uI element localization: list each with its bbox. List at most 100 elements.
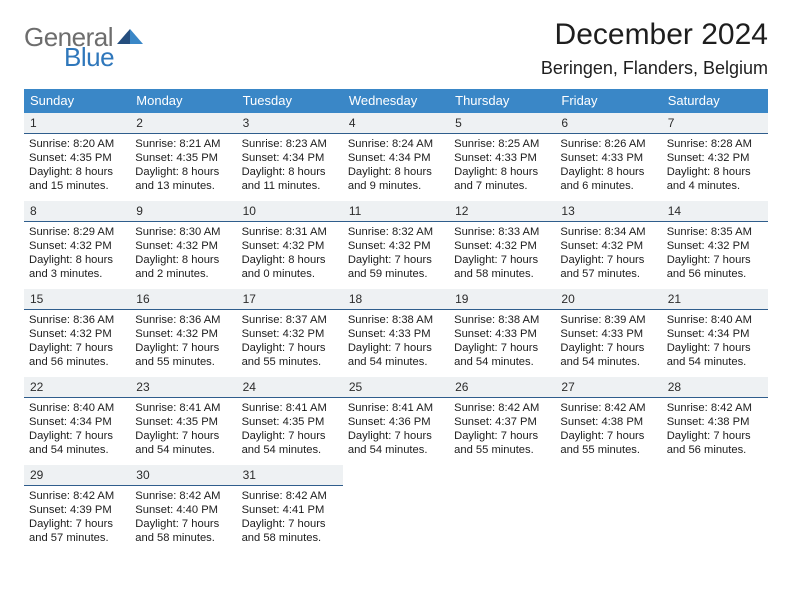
day-info-text: Sunrise: 8:36 AMSunset: 4:32 PMDaylight:… <box>135 313 231 369</box>
day-info-text: Sunrise: 8:42 AMSunset: 4:38 PMDaylight:… <box>560 401 656 457</box>
day-number-row: 25 <box>343 377 449 398</box>
day-info: Sunrise: 8:42 AMSunset: 4:40 PMDaylight:… <box>130 486 236 553</box>
day-info: Sunrise: 8:38 AMSunset: 4:33 PMDaylight:… <box>343 310 449 377</box>
day-number-row: 24 <box>237 377 343 398</box>
day-cell: 16Sunrise: 8:36 AMSunset: 4:32 PMDayligh… <box>130 289 236 377</box>
day-number-row: 4 <box>343 113 449 134</box>
day-number: 6 <box>555 113 661 133</box>
day-info-text: Sunrise: 8:42 AMSunset: 4:41 PMDaylight:… <box>242 489 338 545</box>
day-number: 27 <box>555 377 661 397</box>
day-number-row: 10 <box>237 201 343 222</box>
day-cell <box>449 465 555 553</box>
page: General Blue December 2024 Beringen, Fla… <box>0 0 792 553</box>
day-number: 25 <box>343 377 449 397</box>
day-number: 4 <box>343 113 449 133</box>
day-info-text: Sunrise: 8:29 AMSunset: 4:32 PMDaylight:… <box>29 225 125 281</box>
day-cell: 17 Sunrise: 8:37 AMSunset: 4:32 PMDayligh… <box>237 289 343 377</box>
weekday-header: Thursday <box>449 89 555 113</box>
day-info: Sunrise: 8:41 AMSunset: 4:36 PMDaylight:… <box>343 398 449 465</box>
day-info-text: Sunrise: 8:40 AMSunset: 4:34 PMDaylight:… <box>29 401 125 457</box>
calendar-head: SundayMondayTuesdayWednesdayThursdayFrid… <box>24 89 768 113</box>
day-number: 18 <box>343 289 449 309</box>
day-cell: 25Sunrise: 8:41 AMSunset: 4:36 PMDayligh… <box>343 377 449 465</box>
calendar-table: SundayMondayTuesdayWednesdayThursdayFrid… <box>24 89 768 553</box>
day-info-text: Sunrise: 8:42 AMSunset: 4:37 PMDaylight:… <box>454 401 550 457</box>
day-info-text: Sunrise: 8:36 AMSunset: 4:32 PMDaylight:… <box>29 313 125 369</box>
day-info: Sunrise: 8:26 AMSunset: 4:33 PMDaylight:… <box>555 134 661 201</box>
day-cell: 10 Sunrise: 8:31 AMSunset: 4:32 PMDayligh… <box>237 201 343 289</box>
day-info: Sunrise: 8:42 AMSunset: 4:37 PMDaylight:… <box>449 398 555 465</box>
header: General Blue December 2024 Beringen, Fla… <box>24 18 768 79</box>
day-number: 31 <box>237 465 343 485</box>
day-number: 22 <box>24 377 130 397</box>
day-number: 17 <box>237 289 343 309</box>
weekday-header: Tuesday <box>237 89 343 113</box>
day-number-row: 14 <box>662 201 768 222</box>
day-cell: 13Sunrise: 8:34 AMSunset: 4:32 PMDayligh… <box>555 201 661 289</box>
day-number: 30 <box>130 465 236 485</box>
day-cell: 1 Sunrise: 8:20 AMSunset: 4:35 PMDaylight… <box>24 113 130 201</box>
day-info: Sunrise: 8:35 AMSunset: 4:32 PMDaylight:… <box>662 222 768 289</box>
day-number: 24 <box>237 377 343 397</box>
day-number: 12 <box>449 201 555 221</box>
day-cell: 27 Sunrise: 8:42 AMSunset: 4:38 PMDayligh… <box>555 377 661 465</box>
title-block: December 2024 Beringen, Flanders, Belgiu… <box>541 18 768 79</box>
day-number-row: 7 <box>662 113 768 134</box>
day-number-row: 18 <box>343 289 449 310</box>
weekday-header: Saturday <box>662 89 768 113</box>
day-cell: 30 Sunrise: 8:42 AMSunset: 4:40 PMDayligh… <box>130 465 236 553</box>
day-cell: 18Sunrise: 8:38 AMSunset: 4:33 PMDayligh… <box>343 289 449 377</box>
day-cell: 31 Sunrise: 8:42 AMSunset: 4:41 PMDayligh… <box>237 465 343 553</box>
day-number: 28 <box>662 377 768 397</box>
day-info: Sunrise: 8:31 AMSunset: 4:32 PMDaylight:… <box>237 222 343 289</box>
day-number-row: 23 <box>130 377 236 398</box>
day-info-text: Sunrise: 8:37 AMSunset: 4:32 PMDaylight:… <box>242 313 338 369</box>
weekday-header: Wednesday <box>343 89 449 113</box>
day-info: Sunrise: 8:41 AMSunset: 4:35 PMDaylight:… <box>130 398 236 465</box>
day-info-text: Sunrise: 8:24 AMSunset: 4:34 PMDaylight:… <box>348 137 444 193</box>
day-number-row: 28 <box>662 377 768 398</box>
day-number-row: 9 <box>130 201 236 222</box>
calendar-body: 1 Sunrise: 8:20 AMSunset: 4:35 PMDaylight… <box>24 113 768 553</box>
day-info-text: Sunrise: 8:42 AMSunset: 4:40 PMDaylight:… <box>135 489 231 545</box>
day-cell <box>662 465 768 553</box>
day-number-row: 8 <box>24 201 130 222</box>
day-info-text: Sunrise: 8:38 AMSunset: 4:33 PMDaylight:… <box>454 313 550 369</box>
day-info: Sunrise: 8:29 AMSunset: 4:32 PMDaylight:… <box>24 222 130 289</box>
day-info: Sunrise: 8:21 AMSunset: 4:35 PMDaylight:… <box>130 134 236 201</box>
day-cell: 14Sunrise: 8:35 AMSunset: 4:32 PMDayligh… <box>662 201 768 289</box>
day-number-row: 12 <box>449 201 555 222</box>
page-title: December 2024 <box>541 18 768 52</box>
weekday-header: Monday <box>130 89 236 113</box>
day-number: 7 <box>662 113 768 133</box>
day-info-text: Sunrise: 8:42 AMSunset: 4:39 PMDaylight:… <box>29 489 125 545</box>
day-info-text: Sunrise: 8:26 AMSunset: 4:33 PMDaylight:… <box>560 137 656 193</box>
day-info-text: Sunrise: 8:30 AMSunset: 4:32 PMDaylight:… <box>135 225 231 281</box>
day-info: Sunrise: 8:40 AMSunset: 4:34 PMDaylight:… <box>24 398 130 465</box>
day-number-row: 30 <box>130 465 236 486</box>
day-info-text: Sunrise: 8:21 AMSunset: 4:35 PMDaylight:… <box>135 137 231 193</box>
day-info-text: Sunrise: 8:20 AMSunset: 4:35 PMDaylight:… <box>29 137 125 193</box>
day-cell: 19Sunrise: 8:38 AMSunset: 4:33 PMDayligh… <box>449 289 555 377</box>
day-info: Sunrise: 8:42 AMSunset: 4:38 PMDaylight:… <box>555 398 661 465</box>
day-number: 13 <box>555 201 661 221</box>
logo-word-blue: Blue <box>64 44 114 70</box>
day-number: 20 <box>555 289 661 309</box>
day-cell <box>555 465 661 553</box>
day-number-row: 3 <box>237 113 343 134</box>
weekday-row: SundayMondayTuesdayWednesdayThursdayFrid… <box>24 89 768 113</box>
day-info-text: Sunrise: 8:31 AMSunset: 4:32 PMDaylight:… <box>242 225 338 281</box>
day-info: Sunrise: 8:42 AMSunset: 4:38 PMDaylight:… <box>662 398 768 465</box>
day-info-text: Sunrise: 8:25 AMSunset: 4:33 PMDaylight:… <box>454 137 550 193</box>
day-info-text: Sunrise: 8:41 AMSunset: 4:35 PMDaylight:… <box>135 401 231 457</box>
day-number: 1 <box>24 113 130 133</box>
location: Beringen, Flanders, Belgium <box>541 58 768 79</box>
weekday-header: Sunday <box>24 89 130 113</box>
day-number-row: 1 <box>24 113 130 134</box>
day-number-row: 5 <box>449 113 555 134</box>
day-number: 29 <box>24 465 130 485</box>
day-info: Sunrise: 8:42 AMSunset: 4:39 PMDaylight:… <box>24 486 130 553</box>
day-number-row: 22 <box>24 377 130 398</box>
day-info: Sunrise: 8:41 AMSunset: 4:35 PMDaylight:… <box>237 398 343 465</box>
day-cell: 29 Sunrise: 8:42 AMSunset: 4:39 PMDayligh… <box>24 465 130 553</box>
